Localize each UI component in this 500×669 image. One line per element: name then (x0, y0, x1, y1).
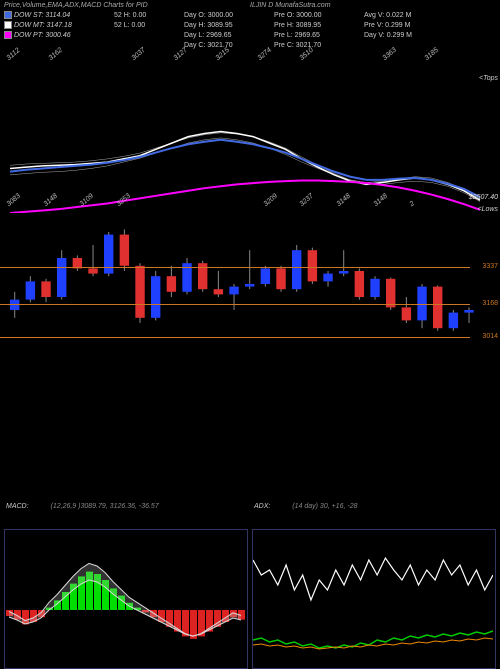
top-axis: 311231623037312732153274351033633185 (0, 55, 500, 73)
upper-lines-svg (0, 73, 500, 213)
info-grid: DOW ST: 3114.0452 H: 0.00Day O: 3000.00P… (0, 11, 500, 51)
low-value: $2507.40 (469, 194, 498, 201)
macd-svg (5, 530, 245, 668)
macd-panel (4, 529, 248, 669)
title-right: ILJIN D MunafaSutra.com (250, 2, 496, 9)
lower-panels (0, 529, 500, 669)
adx-svg (253, 530, 493, 668)
adx-label: ADX: (254, 503, 270, 510)
adx-panel (252, 529, 496, 669)
mid-axis: 308331483109325332093237314831482 (0, 201, 500, 215)
macd-title-row: MACD: (12,26,9 )3089.79, 3126.36, -36.57 (6, 503, 181, 510)
adx-title-row: ADX: (14 day) 30, +16, -28 (254, 503, 357, 510)
macd-params: (12,26,9 )3089.79, 3126.36, -36.57 (51, 503, 159, 510)
candle-svg (0, 219, 500, 349)
title-left: Price,Volume,EMA,ADX,MACD Charts for PID (4, 2, 250, 9)
macd-label: MACD: (6, 503, 29, 510)
upper-chart: 308331483109325332093237314831482 <Tops … (0, 73, 500, 213)
lows-label: <Lows (478, 206, 498, 213)
chart-header: Price,Volume,EMA,ADX,MACD Charts for PID… (0, 0, 500, 11)
candle-chart: 333731683014 (0, 219, 500, 349)
adx-params: (14 day) 30, +16, -28 (292, 503, 357, 510)
tops-label: <Tops (479, 75, 498, 82)
